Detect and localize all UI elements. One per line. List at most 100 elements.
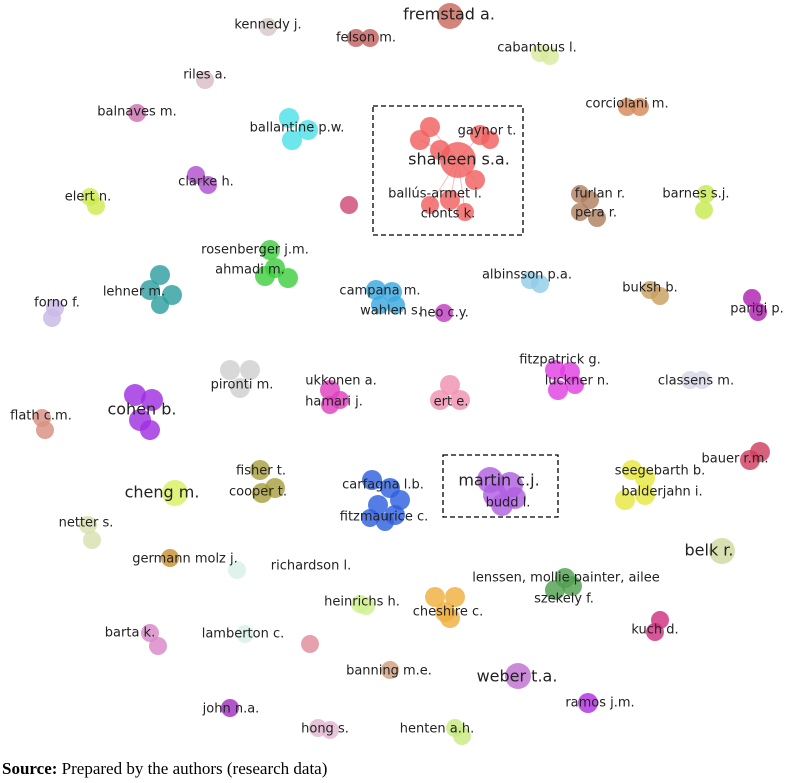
node [453, 727, 471, 745]
node-label: budd l. [486, 496, 531, 511]
node-label: wahlen s. [360, 304, 422, 319]
node-label: fitzpatrick g. [519, 353, 601, 368]
node-label: richardson l. [271, 559, 352, 574]
node [541, 47, 559, 65]
node-label: barnes s.j. [662, 187, 729, 202]
node [571, 203, 589, 221]
node [631, 98, 649, 116]
node-label: forno f. [34, 296, 80, 311]
node-label: balderjahn i. [621, 485, 702, 500]
node-label: rosenberger j.m. [201, 243, 309, 258]
node [646, 623, 664, 641]
node [128, 104, 146, 122]
node [615, 490, 635, 510]
node [240, 360, 260, 380]
node [149, 637, 167, 655]
node [282, 130, 302, 150]
node-label: belk r. [685, 541, 734, 560]
node-label: cheng m. [125, 483, 200, 502]
node-label: fremstad a. [403, 5, 495, 24]
node-label: heo c.y. [419, 306, 469, 321]
node-label: martin c.j. [458, 471, 539, 490]
node [347, 29, 365, 47]
node-label: szekely f. [534, 592, 594, 607]
node [440, 375, 460, 395]
node [366, 280, 386, 300]
node [259, 18, 277, 36]
node [196, 71, 214, 89]
node [340, 196, 358, 214]
node [635, 485, 655, 505]
node [162, 480, 188, 506]
node [740, 450, 760, 470]
node-label: classens m. [658, 374, 734, 389]
node-label: hong s. [301, 722, 349, 737]
node [578, 693, 598, 713]
node [141, 624, 159, 642]
node [83, 531, 101, 549]
node [36, 421, 54, 439]
node [505, 663, 531, 689]
node [376, 513, 394, 531]
node-label: netter s. [59, 516, 114, 531]
node [435, 304, 453, 322]
node [43, 309, 61, 327]
node [79, 516, 97, 534]
node [635, 468, 655, 488]
node [124, 384, 146, 406]
node-label: lamberton c. [202, 627, 285, 642]
node [440, 190, 460, 210]
node-label: heinrichs h. [324, 595, 400, 610]
node-label: bauer r.m. [701, 452, 768, 467]
node-label: lehner m. [103, 285, 165, 300]
node [749, 303, 767, 321]
node [545, 360, 565, 380]
node-label: ahmadi m. [215, 263, 285, 278]
node [220, 360, 240, 380]
node-label: balnaves m. [97, 105, 176, 120]
highlight-box [372, 105, 524, 236]
nodes [33, 3, 770, 745]
node-label: corciolani m. [585, 97, 668, 112]
node-label: riles a. [183, 68, 227, 83]
node-label: hamari j. [305, 395, 363, 410]
node [301, 635, 319, 653]
node-label: ballús-armet i. [388, 187, 482, 202]
node-label: fisher t. [236, 464, 286, 479]
node-label: albinsson p.a. [482, 268, 572, 283]
node [150, 265, 170, 285]
node [161, 549, 179, 567]
node [250, 460, 270, 480]
node-label: lenssen, mollie painter, ailee [472, 571, 659, 586]
node-label: weber t.a. [477, 667, 558, 686]
node [361, 509, 379, 527]
node [255, 266, 275, 286]
node [456, 203, 474, 221]
node-label: pera r. [575, 206, 617, 221]
node [151, 296, 169, 314]
node [566, 376, 584, 394]
node [199, 176, 217, 194]
labels: kennedy j. fremstad a. felson m. cabantous … [10, 5, 784, 737]
node [450, 390, 470, 410]
node [252, 483, 272, 503]
node-label: parigi p. [730, 302, 784, 317]
node-label: kennedy j. [234, 18, 301, 33]
node-label: cooper t. [229, 485, 287, 500]
node [228, 561, 246, 579]
node-label: felson m. [336, 31, 396, 46]
node-label: gaynor t. [458, 124, 517, 139]
caption: Source: Prepared by the authors (researc… [2, 759, 327, 778]
node-label: carfagna l.b. [342, 478, 424, 493]
node [140, 420, 160, 440]
node [440, 142, 476, 178]
node [321, 721, 339, 739]
node [371, 296, 389, 314]
node-label: ballantine p.w. [250, 121, 345, 136]
node [230, 378, 250, 398]
node [548, 380, 568, 400]
node-label: kuch d. [631, 623, 678, 638]
node-label: flath c.m. [10, 409, 72, 424]
node-label: banning m.e. [346, 664, 432, 679]
node-label: furlan r. [575, 187, 625, 202]
